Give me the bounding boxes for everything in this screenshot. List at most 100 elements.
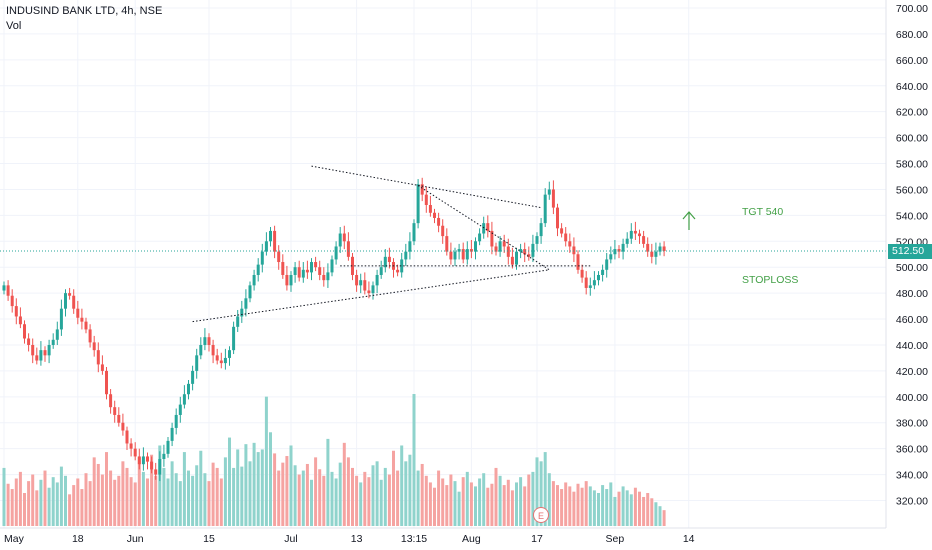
volume-bar [203,473,207,526]
volume-bar [23,493,26,526]
candle-body [187,383,190,395]
candle-body [424,194,428,205]
candle-body [371,285,375,294]
candle-body [178,404,182,415]
volume-bar [158,445,162,526]
volume-bar [211,462,215,526]
volume-bar [396,470,400,526]
candle-body [519,249,523,252]
candle-body [18,316,22,325]
volume-bar [515,482,518,526]
volume-bar [646,493,650,526]
candle-body [125,430,129,444]
candle-body [564,233,568,242]
y-tick-label: 660.00 [896,55,928,67]
candle-body [412,223,416,242]
volume-bar [617,491,621,526]
y-tick-label: 620.00 [896,107,928,119]
candle-body [162,453,166,460]
y-tick-label: 460.00 [896,314,928,326]
candle-body [158,459,162,475]
candle-body [51,339,55,345]
volume-bar [556,485,559,526]
candle-body [80,317,84,322]
candle-body [117,414,121,423]
volume-bar [654,502,658,526]
candle-body [375,274,379,286]
x-tick-label: May [4,533,25,545]
volume-bar [371,465,375,526]
candle-body [576,254,580,270]
symbol-title: INDUSIND BANK LTD, 4h, NSE [6,5,163,17]
candle-body [195,355,199,371]
candle-body [207,337,211,345]
volume-bar [379,479,383,526]
candle-body [215,355,219,361]
volume-bar [88,481,92,526]
volume-bar [367,477,371,526]
candle-body [248,285,252,299]
candle-body [14,306,18,317]
earnings-marker[interactable]: E [533,507,549,523]
volume-bar [166,478,170,526]
candle-body [59,308,63,330]
volume-bar [223,457,227,526]
candle-body [650,251,654,257]
y-tick-label: 580.00 [896,159,928,171]
candle-body [88,329,92,343]
volume-bar [433,487,436,526]
volume-bar [35,490,39,526]
volume-bar [633,487,637,526]
x-tick-label: 18 [72,533,84,545]
trendlines [0,165,886,323]
candle-body [523,249,527,255]
volume-bar [535,457,539,526]
y-tick-label: 540.00 [896,210,928,222]
volume-bar [408,454,412,526]
volume-bar [453,481,457,526]
candle-body [597,274,600,281]
candlesticks [2,177,666,482]
candle-body [613,249,617,255]
volume-bar [2,467,6,526]
candle-body [478,233,482,242]
volume-bar [14,478,18,526]
volume-bar [264,396,268,526]
candle-body [31,344,35,356]
candle-body [408,241,412,252]
candle-body [646,243,650,252]
candle-body [256,264,260,275]
volume-bar [625,490,629,526]
volume-bar [207,481,211,526]
candle-body [289,274,293,286]
volume-bar [662,510,666,526]
candle-body [539,223,543,237]
volume-bar [47,487,51,526]
candle-body [342,233,346,242]
candle-body [23,324,26,339]
lower-trendline [192,269,550,323]
volume-bar [420,463,424,526]
candle-body [326,272,330,281]
candle-body [318,267,322,275]
volume-bar [597,493,600,526]
volume-bar [248,461,252,526]
volume-bar [162,467,166,526]
candle-body [617,249,621,252]
y-tick-label: 680.00 [896,29,928,41]
volume-bar [113,479,117,526]
volume-bar [330,471,334,526]
volume-bar [228,437,231,526]
candle-body [474,241,477,252]
volume-bar [100,474,104,526]
candle-body [469,249,473,252]
candle-body [252,274,256,286]
candle-body [273,230,277,252]
candle-body [601,269,605,275]
volume-bar [18,471,22,526]
candle-body [137,456,141,465]
candle-body [346,241,350,257]
candle-body [244,298,248,309]
candle-body [609,254,613,260]
